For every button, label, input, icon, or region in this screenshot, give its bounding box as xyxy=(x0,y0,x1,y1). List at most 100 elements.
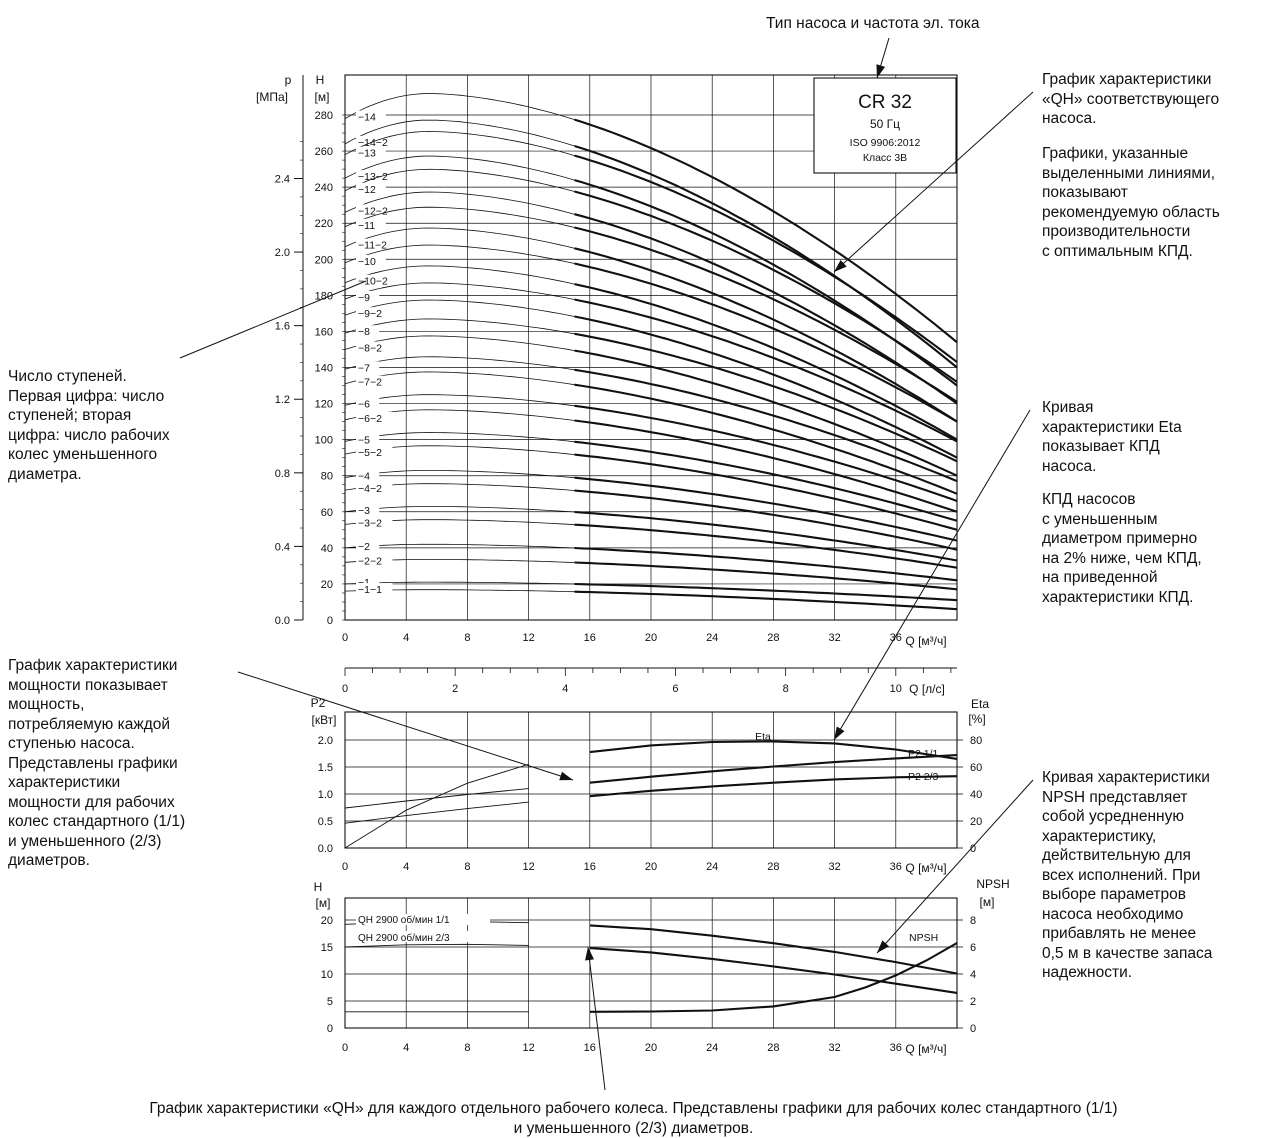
stage-label-bg xyxy=(356,307,393,318)
qh-curve-stage-bold xyxy=(574,440,958,522)
stage-label: −13−2 xyxy=(358,171,388,183)
stage-label-bg xyxy=(356,375,393,386)
arrow-pump-type-head xyxy=(876,64,886,78)
p-tick-label: 2.4 xyxy=(275,173,290,185)
stage-label-bg xyxy=(356,146,386,157)
qh-x-tick-label: 24 xyxy=(706,632,718,644)
stage-label: −8 xyxy=(358,326,370,338)
arrow-qh-curve-head xyxy=(834,259,847,272)
stage-label-bg xyxy=(356,554,393,565)
eta-tick-label: 40 xyxy=(970,789,982,801)
qh-curve-stage-bold xyxy=(574,213,958,405)
ls-tick-label: 4 xyxy=(562,683,568,695)
annotation-qh-curve: График характеристики «QH» соответствующ… xyxy=(1042,71,1220,127)
stage-label: −3−2 xyxy=(358,517,382,529)
stage-label: −5−2 xyxy=(358,447,382,459)
h-axis-unit: [м] xyxy=(315,90,330,104)
ls-tick-label: 0 xyxy=(342,683,348,695)
qh-curve-stage-bold xyxy=(574,590,958,611)
annotation-power-curve: График характеристики мощности показывае… xyxy=(8,657,186,869)
qh-curve-stage-bold xyxy=(574,144,958,369)
qh-h-tick-label: 20 xyxy=(321,579,333,591)
stage-label-bg xyxy=(356,503,380,514)
annotation-bottom: График характеристики «QH» для каждого о… xyxy=(149,1100,1118,1137)
qh-curve-stage-thin xyxy=(344,371,575,386)
qh-x-tick-label: 8 xyxy=(464,632,470,644)
qh-h-tick-label: 280 xyxy=(315,110,333,122)
stage-label-bg xyxy=(356,433,380,444)
qh-curve-stage-thin xyxy=(344,119,575,147)
eta-tick-label: 60 xyxy=(970,762,982,774)
qh-h-tick-label: 140 xyxy=(315,363,333,375)
npsh-x-tick-label: 12 xyxy=(522,1042,534,1054)
stage-label: −7−2 xyxy=(358,377,382,389)
qh-curve-stage-bold xyxy=(574,332,958,463)
npsh-tick-label: 6 xyxy=(970,942,976,954)
stage-label: −1−1 xyxy=(358,584,382,596)
stage-label: −7 xyxy=(358,362,370,374)
p2-tick-label: 1.5 xyxy=(318,762,333,774)
qh-curve-stage-thin xyxy=(344,432,575,443)
arrow-npsh-line xyxy=(876,779,1034,954)
qh-curve-stage-bold xyxy=(574,368,958,483)
p2-x-tick-label: 12 xyxy=(522,861,534,873)
stage-label: −3 xyxy=(358,505,370,517)
stage-label: −5 xyxy=(358,434,370,446)
qh-h-tick-label: 260 xyxy=(315,146,333,158)
qh-curve-stage-thin xyxy=(344,168,575,192)
qh-curve-stage-bold xyxy=(574,118,958,344)
qh-curve-stage-bold xyxy=(574,523,958,569)
stage-label: −6 xyxy=(358,398,370,410)
qh-curve-stage-thin xyxy=(344,155,575,181)
qh-curve-stage-thin xyxy=(344,356,575,371)
qh-curve-stage-bold xyxy=(574,476,958,542)
qh-curve-stage-thin xyxy=(344,469,575,479)
npsh-x-tick-label: 0 xyxy=(342,1042,348,1054)
stage-label-bg xyxy=(356,290,380,301)
arrow-bottom-line xyxy=(587,946,606,1091)
stage-label-bg xyxy=(356,135,399,146)
stage-label: −4−2 xyxy=(358,483,382,495)
pump-iso-label: ISO 9906:2012 xyxy=(850,137,921,149)
stage-label-bg xyxy=(356,583,393,594)
qh-curve-stage-bold xyxy=(574,489,958,551)
p-tick-label: 1.2 xyxy=(275,394,290,406)
arrow-power-head xyxy=(559,771,573,781)
annotation-qh-bold: Графики, указанные выделенными линиями, … xyxy=(1042,145,1220,260)
qh-curve-stage-thin xyxy=(344,227,575,249)
stage-label-bg xyxy=(356,325,380,336)
qh-h-tick-label: 40 xyxy=(321,543,333,555)
stage-label-bg xyxy=(356,446,393,457)
stage-label-bg xyxy=(356,341,393,352)
stage-label-bg xyxy=(356,218,386,229)
stage-label-bg xyxy=(356,397,380,408)
qh-curve-stage-thin xyxy=(344,581,575,585)
npsh-tick-label: 4 xyxy=(970,969,976,981)
stage-label: −9−2 xyxy=(358,308,382,320)
arrow-eta-line xyxy=(833,409,1031,741)
eta-axis-title: Eta xyxy=(971,697,989,711)
qh-x-tick-label: 32 xyxy=(828,632,840,644)
p2-tick-label: 1.0 xyxy=(318,789,333,801)
qh-curve-stage-thin xyxy=(344,335,575,351)
ls-tick-label: 6 xyxy=(672,683,678,695)
qh-h-tick-label: 240 xyxy=(315,182,333,194)
qh1-tick-label: 5 xyxy=(327,996,333,1008)
qh1-full-label: QH 2900 об/мин 1/1 xyxy=(358,914,450,926)
pump-class-label: Класс 3В xyxy=(863,152,907,164)
stage-label: −10−2 xyxy=(358,276,388,288)
ls-tick-label: 2 xyxy=(452,683,458,695)
h-axis-title: H xyxy=(316,73,325,87)
npsh-tick-label: 0 xyxy=(970,1023,976,1035)
arrow-eta-head xyxy=(834,726,845,740)
qh-curve-stage-bold xyxy=(574,226,958,403)
p-tick-label: 1.6 xyxy=(275,321,290,333)
p2-x-tick-label: 4 xyxy=(403,861,409,873)
arrow-power-line xyxy=(237,671,574,781)
annotation-eta-reduced: КПД насосов с уменьшенным диаметром прим… xyxy=(1042,491,1202,606)
pump-model-label: CR 32 xyxy=(858,92,912,113)
p2-full-label: P2 1/1 xyxy=(908,748,939,760)
qh-curve-stage-bold xyxy=(574,247,958,423)
qh-curve-stage-bold xyxy=(574,582,958,602)
npsh-curve-label: NPSH xyxy=(909,932,938,944)
